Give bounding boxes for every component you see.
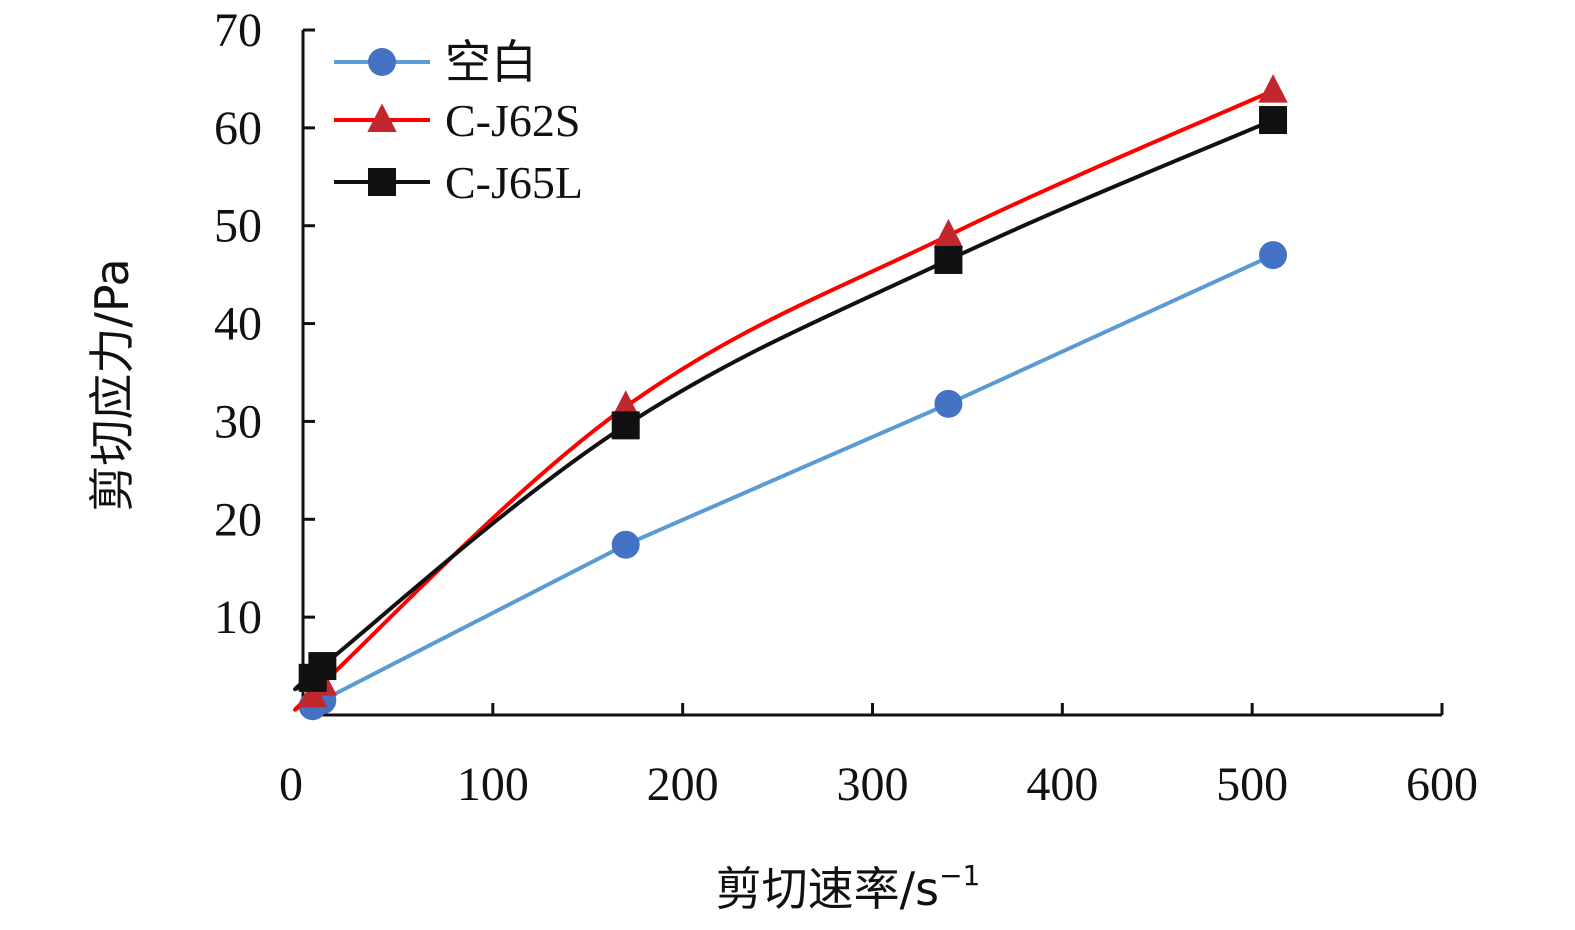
x-tick-label: 500: [1216, 758, 1288, 811]
x-tick-label: 400: [1026, 758, 1098, 811]
y-tick-label: 30: [214, 395, 262, 448]
legend-marker: [368, 168, 396, 196]
y-tick-label: 70: [214, 4, 262, 57]
data-point: [1259, 106, 1288, 135]
x-tick-label: 0: [279, 758, 303, 811]
series-2: [293, 74, 1288, 712]
legend-label: C-J65L: [445, 157, 583, 208]
y-tick-label: 50: [214, 200, 262, 253]
series-line: [293, 118, 1274, 692]
series-3: [293, 106, 1288, 692]
legend-label: 空白: [445, 37, 537, 88]
data-point: [933, 219, 964, 248]
data-point: [308, 652, 337, 681]
y-tick-label: 60: [214, 102, 262, 155]
legend: 空白 C-J62S C-J65L: [334, 37, 583, 208]
legend-marker: [367, 103, 397, 132]
y-tick-label: 40: [214, 298, 262, 351]
series-line: [311, 253, 1274, 708]
data-point: [934, 245, 963, 274]
series-1: [298, 241, 1288, 721]
x-tick-label: 200: [647, 758, 719, 811]
data-point: [934, 389, 963, 418]
legend-entry-1: 空白: [334, 37, 537, 88]
x-axis-title-main: 剪切速率/s: [716, 862, 939, 916]
x-axis-title-superscript: −1: [939, 859, 980, 892]
legend-entry-2: C-J62S: [334, 95, 580, 146]
data-point: [611, 411, 640, 440]
y-tick-label: 20: [214, 493, 262, 546]
data-point: [1258, 74, 1288, 103]
legend-label: C-J62S: [445, 95, 580, 146]
x-tick-label: 300: [837, 758, 909, 811]
x-axis-title: 剪切速率/s−1: [716, 859, 981, 916]
legend-entry-3: C-J65L: [334, 157, 583, 208]
data-point: [611, 530, 640, 559]
y-axis-title: 剪切应力/Pa: [85, 258, 139, 511]
x-tick-label: 600: [1406, 758, 1478, 811]
x-tick-label: 100: [457, 758, 529, 811]
series-layer: [293, 74, 1288, 721]
axes: 0 100 200 300 400 500 600 10 20 30 40 50 60 70: [214, 4, 1478, 811]
data-point: [1259, 241, 1288, 270]
y-tick-label: 10: [214, 591, 262, 644]
legend-marker: [368, 48, 396, 76]
